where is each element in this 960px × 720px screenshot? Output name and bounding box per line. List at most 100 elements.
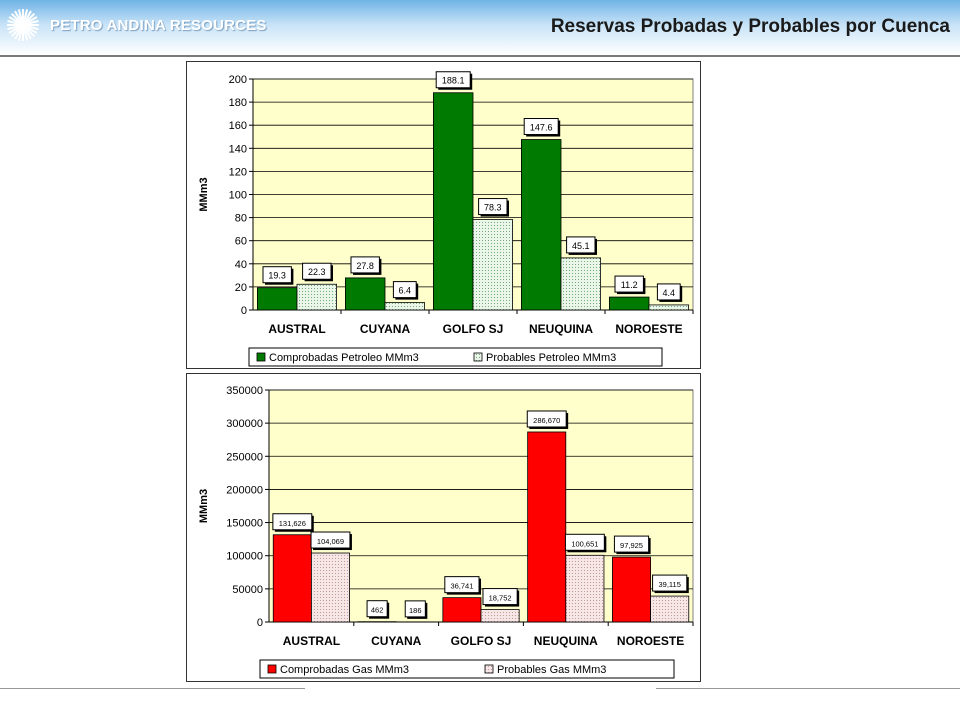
gas-data-label: 131,626 [279,519,306,528]
gas-y-tick-label: 250000 [226,451,263,463]
gas-y-tick-label: 50000 [232,584,263,596]
sunburst-logo-icon [7,9,39,41]
gas-data-label-box [526,410,567,428]
gas-x-tick-label: NOROESTE [617,634,684,648]
oil-data-label-box [614,275,644,293]
oil-data-label: 188.1 [442,76,465,86]
oil-data-label-box [523,118,559,136]
gas-legend-swatch [267,664,277,674]
oil-data-label-box [478,198,508,216]
gas-data-label-box [564,533,605,551]
oil-legend-swatch [256,352,266,362]
oil-bar [520,139,562,311]
gas-data-label-box [482,588,518,606]
gas-data-label-box [444,576,480,594]
gas-data-label-box [310,531,351,549]
oil-x-tick-label: NEUQUINA [529,322,593,336]
oil-y-tick-label: 0 [241,305,247,317]
oil-legend-swatch [473,352,483,362]
gas-legend-swatch [484,664,494,674]
oil-bar [472,219,513,311]
oil-y-axis-label: MMm3 [198,177,210,211]
gas-reserves-chart: 0 50000 100000 150000 200000 250000 300000 3500… [186,373,701,682]
oil-data-label: 11.2 [621,280,638,290]
footer-divider-right [656,688,960,689]
oil-bar [344,277,386,311]
oil-y-tick-label: 200 [229,74,247,86]
oil-data-label-box [566,236,596,254]
oil-bar [257,287,298,311]
oil-data-label-box [302,262,332,280]
oil-data-label: 19.3 [268,271,286,281]
gas-data-label-box [652,574,688,592]
gas-y-tick-label: 150000 [226,518,263,530]
gas-legend-label: Probables Gas MMm3 [497,664,606,676]
gas-legend-label: Comprobadas Gas MMm3 [280,664,409,676]
oil-bar [648,304,689,311]
gas-data-label: 286,670 [533,416,560,425]
oil-y-tick-label: 100 [229,190,247,202]
gas-bar [480,609,520,623]
page-title: Reservas Probadas y Probables por Cuenca [550,16,950,37]
footer-divider-left [0,688,305,689]
gas-x-tick-label: NEUQUINA [534,634,598,648]
oil-data-label-box [435,71,471,89]
oil-data-label: 27.8 [356,261,374,271]
gas-bar [442,597,482,623]
gas-data-label: 18,752 [489,594,512,603]
gas-data-label: 104,069 [317,537,344,546]
gas-data-label-box [366,600,388,618]
oil-bar [432,92,474,311]
gas-data-label: 36,741 [450,582,473,591]
gas-bar [565,554,605,623]
oil-data-label: 22.3 [308,267,326,277]
gas-data-label: 100,651 [571,539,598,548]
oil-bar [608,296,650,311]
oil-y-tick-label: 80 [235,213,247,225]
oil-data-label-box [656,283,681,301]
header-divider [0,55,960,57]
gas-y-tick-label: 350000 [226,385,263,397]
oil-y-tick-label: 40 [235,259,247,271]
oil-x-tick-label: NOROESTE [615,322,682,336]
oil-reserves-chart: 0 20 40 60 80 100 120 140 160 180 200 MMm3 AUSTRAL 19… [186,61,701,369]
oil-bar [384,302,425,311]
oil-data-label: 78.3 [484,203,502,213]
oil-data-label: 6.4 [399,286,412,296]
gas-y-tick-label: 300000 [226,418,263,430]
gas-bar [311,552,350,623]
oil-y-tick-label: 160 [229,120,247,132]
gas-bar [650,595,690,623]
header-band [0,0,960,55]
oil-y-tick-label: 120 [229,166,247,178]
gas-data-label: 462 [371,606,384,615]
gas-bar [272,534,312,623]
oil-bar [560,257,601,311]
oil-y-tick-label: 60 [235,236,247,248]
gas-y-axis-label: MMm3 [198,489,210,523]
gas-data-label: 186 [409,606,422,615]
oil-data-label: 147.6 [530,123,553,133]
oil-y-tick-label: 140 [229,143,247,155]
gas-x-tick-label: AUSTRAL [283,634,340,648]
oil-x-tick-label: AUSTRAL [268,322,325,336]
gas-bar [612,556,652,623]
gas-data-label: 39,115 [658,580,680,589]
oil-y-tick-label: 20 [235,282,247,294]
oil-data-label-box [350,256,380,274]
gas-y-tick-label: 200000 [226,484,263,496]
company-name: PETRO ANDINA RESOURCES [50,17,267,34]
gas-x-tick-label: CUYANA [371,634,422,648]
gas-data-label: 97,925 [620,541,643,550]
oil-bar [296,283,337,311]
oil-x-tick-label: GOLFO SJ [443,322,504,336]
gas-bar [527,431,567,623]
oil-legend [248,347,663,367]
gas-data-label-box [404,600,426,618]
gas-reserves-chart-svg: 0 50000 100000 150000 200000 250000 300000 3500… [198,385,694,679]
gas-y-tick-label: 100000 [226,551,263,563]
gas-y-tick-label: 0 [257,617,263,629]
oil-reserves-chart-svg: 0 20 40 60 80 100 120 140 160 180 200 MMm3 AUSTRAL 19… [198,71,694,367]
oil-data-label-box [262,266,292,284]
oil-legend-label: Comprobadas Petroleo MMm3 [269,352,419,364]
